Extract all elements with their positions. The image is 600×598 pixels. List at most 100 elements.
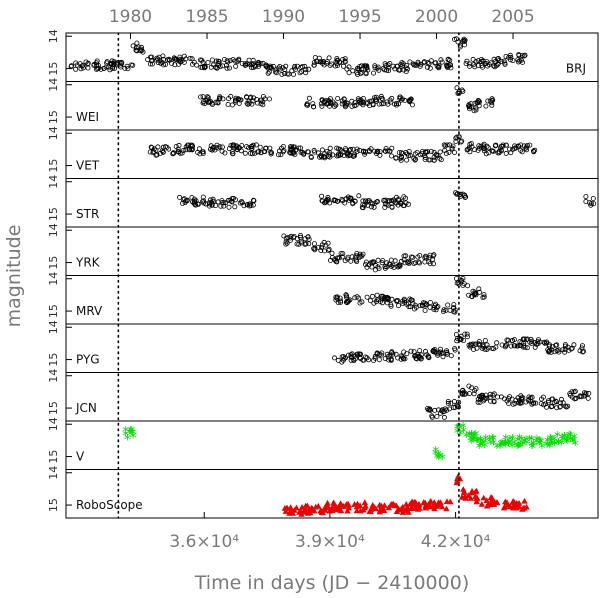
data-point	[134, 40, 140, 46]
data-point	[350, 68, 356, 74]
data-point	[484, 63, 490, 69]
data-point	[522, 344, 528, 350]
data-point: *	[530, 438, 537, 454]
data-point	[305, 149, 311, 155]
data-point: *	[474, 435, 481, 451]
data-point: *	[538, 441, 545, 457]
data-point	[405, 66, 411, 72]
data-point	[372, 65, 378, 71]
data-point	[437, 346, 443, 352]
data-point	[405, 259, 411, 265]
data-point	[205, 95, 211, 101]
data-point	[260, 102, 266, 108]
data-point	[482, 337, 488, 343]
data-point	[184, 197, 190, 203]
data-point	[382, 264, 388, 270]
data-point	[379, 260, 385, 266]
data-point	[315, 150, 321, 156]
data-point	[306, 95, 312, 101]
data-point	[471, 147, 477, 153]
data-point: *	[505, 437, 512, 453]
data-point	[562, 346, 568, 352]
data-point	[375, 148, 381, 154]
data-point	[325, 196, 331, 202]
data-point	[455, 90, 461, 96]
data-point	[224, 65, 230, 71]
data-point	[189, 146, 195, 152]
data-point	[304, 101, 310, 107]
data-point	[433, 503, 440, 509]
data-point	[565, 403, 571, 409]
data-point	[392, 200, 398, 206]
data-point	[290, 235, 296, 241]
data-point	[347, 196, 353, 202]
data-point: *	[505, 439, 512, 455]
data-point	[268, 150, 274, 156]
data-point	[377, 149, 383, 155]
data-point	[500, 143, 506, 149]
data-point	[318, 153, 324, 159]
data-point	[209, 199, 215, 205]
data-point	[374, 292, 380, 298]
data-point	[342, 146, 348, 152]
y-tick-label: 14	[47, 175, 60, 189]
data-point	[396, 150, 402, 156]
data-point	[459, 87, 465, 93]
data-point	[353, 102, 359, 108]
data-point	[366, 262, 372, 268]
data-point	[383, 145, 389, 151]
data-point	[388, 357, 394, 363]
data-point	[334, 56, 340, 62]
data-point	[468, 487, 476, 494]
data-point: *	[567, 433, 574, 449]
data-point	[494, 340, 500, 346]
data-point	[496, 148, 502, 154]
data-point	[485, 345, 491, 351]
data-point: *	[516, 432, 523, 448]
data-point	[495, 61, 501, 67]
data-point	[531, 400, 537, 406]
data-point	[389, 501, 396, 508]
data-point	[303, 67, 309, 73]
data-point	[413, 353, 419, 359]
bottom-axis-tick-label: 4.2×10⁴	[421, 532, 491, 552]
data-point	[558, 403, 564, 409]
data-point	[427, 299, 433, 305]
data-point	[553, 398, 559, 404]
data-point	[345, 504, 352, 511]
data-point	[382, 148, 388, 154]
data-point	[432, 346, 438, 352]
data-point: *	[128, 425, 135, 441]
data-point	[390, 351, 396, 357]
data-point	[560, 400, 566, 406]
data-point	[404, 157, 410, 163]
data-point	[402, 195, 408, 201]
data-point	[340, 149, 346, 155]
data-point	[338, 250, 344, 256]
data-point	[287, 144, 293, 150]
data-point	[208, 64, 214, 70]
y-tick-label: 14	[47, 126, 60, 140]
data-point	[138, 46, 144, 52]
data-point	[504, 337, 510, 343]
data-point	[409, 297, 415, 303]
data-point	[348, 258, 354, 264]
data-point	[156, 54, 162, 60]
data-point	[467, 63, 473, 69]
data-point	[118, 62, 124, 68]
data-point	[502, 498, 509, 505]
data-point	[455, 336, 461, 342]
data-point	[460, 337, 466, 343]
y-tick-label: 15	[47, 207, 60, 221]
data-point: *	[481, 440, 488, 456]
data-point	[342, 58, 348, 64]
data-point	[474, 100, 480, 106]
data-point	[164, 144, 170, 150]
data-point	[170, 150, 176, 156]
data-point: *	[506, 437, 513, 453]
data-point	[164, 57, 170, 63]
data-point	[441, 414, 447, 420]
data-point	[583, 194, 589, 200]
data-point	[526, 394, 532, 400]
data-point: *	[515, 435, 522, 451]
